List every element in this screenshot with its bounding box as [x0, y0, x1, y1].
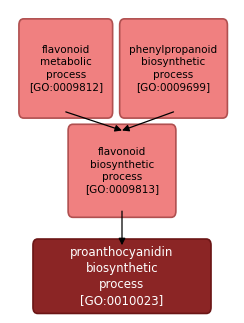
Text: flavonoid
biosynthetic
process
[GO:0009813]: flavonoid biosynthetic process [GO:00098…	[85, 147, 159, 194]
Text: flavonoid
metabolic
process
[GO:0009812]: flavonoid metabolic process [GO:0009812]	[29, 45, 103, 92]
FancyBboxPatch shape	[19, 19, 113, 118]
Text: proanthocyanidin
biosynthetic
process
[GO:0010023]: proanthocyanidin biosynthetic process [G…	[70, 246, 174, 307]
FancyBboxPatch shape	[68, 124, 176, 217]
FancyBboxPatch shape	[33, 239, 211, 313]
Text: phenylpropanoid
biosynthetic
process
[GO:0009699]: phenylpropanoid biosynthetic process [GO…	[130, 45, 218, 92]
FancyBboxPatch shape	[120, 19, 227, 118]
